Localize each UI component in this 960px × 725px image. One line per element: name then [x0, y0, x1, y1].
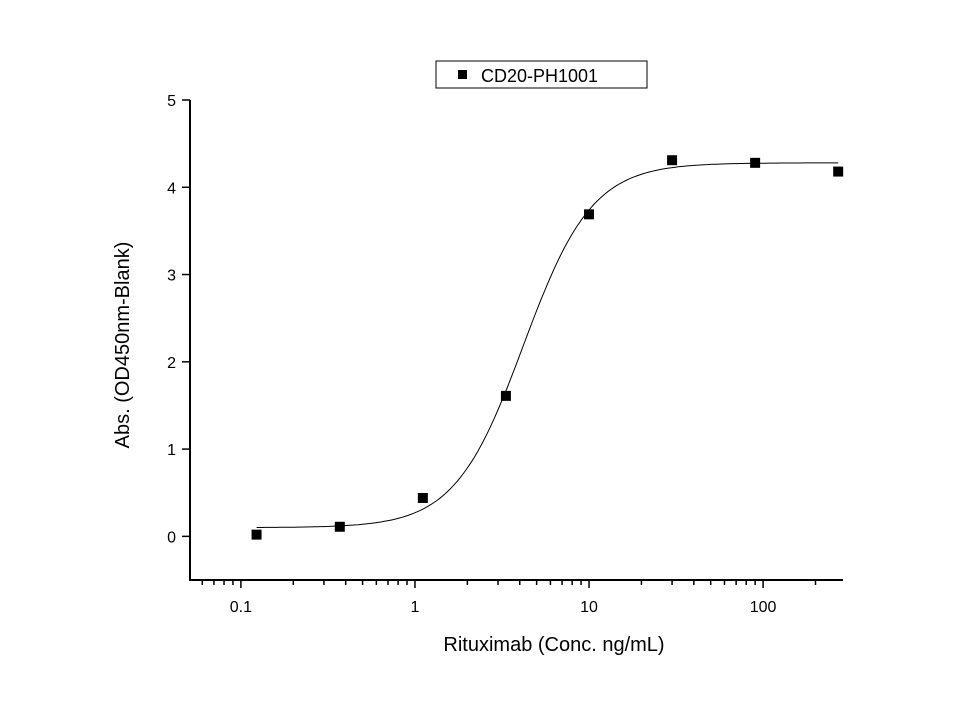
x-tick-label: 0.1 — [230, 599, 252, 616]
legend: CD20-PH1001 — [435, 60, 648, 89]
data-point — [667, 155, 678, 166]
data-point — [750, 157, 761, 168]
y-tick-label: 0 — [167, 529, 176, 546]
data-point — [584, 209, 595, 220]
fit-curve — [256, 162, 839, 528]
legend-box — [435, 60, 648, 89]
data-point — [417, 492, 428, 503]
data-points — [251, 155, 844, 540]
x-tick-label: 100 — [750, 599, 777, 616]
fit-curve-group — [256, 162, 839, 528]
y-tick-label: 2 — [167, 355, 176, 372]
data-point — [334, 521, 345, 532]
x-axis-label: Rituximab (Conc. ng/mL) — [443, 634, 664, 656]
data-point — [833, 166, 844, 177]
y-tick-label: 1 — [167, 442, 176, 459]
x-tick-label: 1 — [411, 599, 420, 616]
legend-label: CD20-PH1001 — [481, 66, 598, 86]
y-tick-label: 3 — [167, 268, 176, 285]
y-axis-label: Abs. (OD450nm-Blank) — [112, 242, 134, 449]
data-point — [251, 529, 262, 540]
y-tick-label: 5 — [167, 93, 176, 110]
y-tick-label: 4 — [167, 180, 176, 197]
x-tick-label: 10 — [580, 599, 598, 616]
data-point — [500, 390, 511, 401]
legend-marker — [458, 70, 467, 79]
axes: 0 1 2 3 4 5 0.1 1 10 100 — [167, 93, 843, 616]
